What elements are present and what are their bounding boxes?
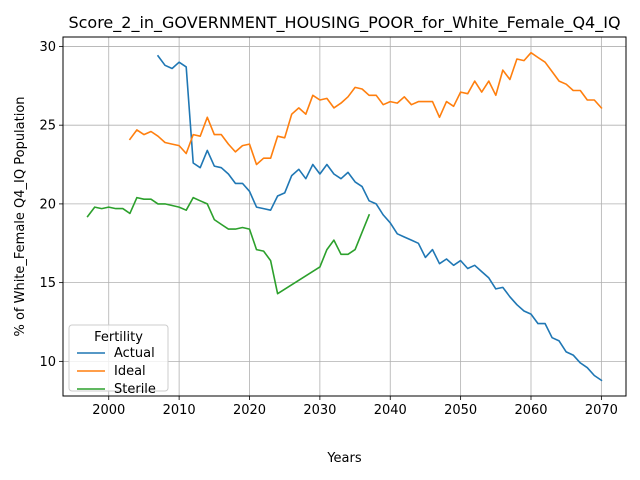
plot-area-frame [62, 36, 627, 397]
x-tick-label: 2070 [585, 403, 618, 418]
legend: Fertility Actual Ideal Sterile [68, 324, 169, 397]
series-line-actual [156, 54, 603, 382]
legend-label-actual: Actual [114, 346, 155, 361]
x-axis-label: Years [326, 451, 362, 466]
x-tick-label: 2040 [374, 403, 407, 418]
series-line-ideal [128, 51, 603, 166]
legend-title: Fertility [94, 330, 143, 345]
x-tick-label: 2030 [303, 403, 336, 418]
chart-title: Score_2_in_GOVERNMENT_HOUSING_POOR_for_W… [68, 13, 620, 33]
y-tick-label: 20 [39, 197, 56, 212]
y-tick-label: 15 [39, 276, 56, 291]
legend-label-sterile: Sterile [114, 382, 156, 397]
y-tick-label: 30 [39, 40, 56, 55]
x-tick-label: 2000 [92, 403, 125, 418]
x-tick-label: 2010 [163, 403, 196, 418]
legend-label-ideal: Ideal [114, 364, 146, 379]
y-axis-label: % of White_Female Q4_IQ Population [13, 96, 28, 336]
legend-box [68, 324, 169, 392]
y-tick-label: 10 [39, 355, 56, 370]
y-tick-label: 25 [39, 119, 56, 134]
x-tick-label: 2060 [514, 403, 547, 418]
series-line-sterile [86, 196, 371, 295]
x-tick-label: 2050 [444, 403, 477, 418]
x-tick-label: 2020 [233, 403, 266, 418]
